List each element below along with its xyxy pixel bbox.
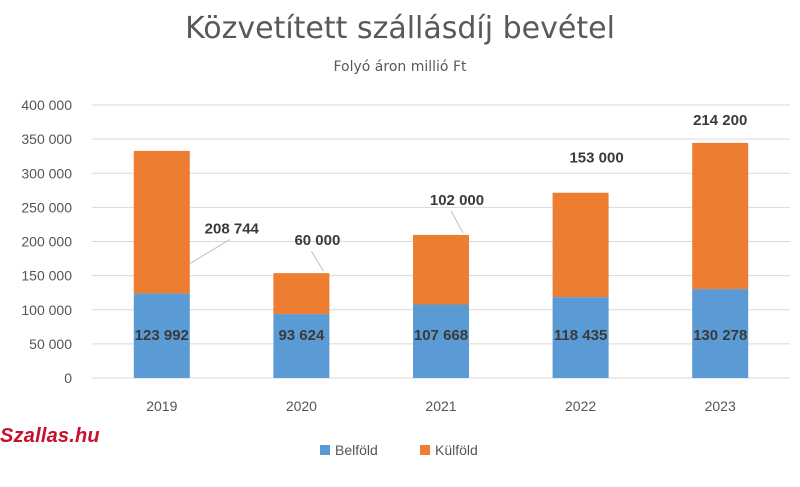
- leader-line: [450, 210, 464, 234]
- leader-lines: [189, 210, 464, 272]
- legend-swatch: [420, 445, 430, 455]
- x-axis-ticks: 2019 2020 2021 2022 2023: [146, 398, 736, 414]
- data-label-belfold: 107 668: [414, 327, 468, 344]
- legend-label: Belföld: [335, 442, 378, 458]
- bar-kulfold: [692, 142, 749, 290]
- bar-kulfold: [552, 192, 609, 298]
- y-tick-label: 50 000: [29, 336, 72, 352]
- brand-watermark: Szallas.hu: [0, 425, 100, 447]
- y-tick-label: 350 000: [21, 131, 72, 147]
- data-label-belfold: 93 624: [278, 327, 325, 344]
- bar-kulfold: [273, 273, 330, 315]
- data-label-kulfold: 214 200: [693, 112, 747, 129]
- y-axis-ticks: 0 50 000 100 000 150 000 200 000 250 000 300 0…: [21, 97, 72, 386]
- bar-belfold: [552, 297, 609, 378]
- y-tick-label: 250 000: [21, 199, 72, 215]
- legend-swatch: [320, 445, 330, 455]
- bar-belfold: [133, 293, 190, 378]
- data-label-kulfold: 60 000: [294, 232, 340, 249]
- y-tick-label: 300 000: [21, 165, 72, 181]
- y-tick-label: 0: [64, 370, 72, 386]
- x-tick-label: 2021: [425, 398, 456, 414]
- leader-line: [189, 239, 231, 264]
- legend-label: Külföld: [435, 442, 478, 458]
- x-tick-label: 2019: [146, 398, 177, 414]
- bar-belfold: [413, 304, 469, 378]
- legend: Belföld Külföld: [320, 442, 478, 458]
- chart-title: Közvetített szállásdíj bevétel: [185, 11, 615, 46]
- y-tick-label: 400 000: [21, 97, 72, 113]
- data-label-belfold: 118 435: [554, 327, 607, 344]
- bar-kulfold: [413, 234, 469, 305]
- bar-belfold: [273, 314, 330, 378]
- bar-belfold: [692, 289, 749, 378]
- data-label-belfold: 130 278: [693, 327, 747, 344]
- x-tick-label: 2022: [565, 398, 596, 414]
- data-labels: 123 992 208 744 93 624 60 000 107 668 102 000…: [135, 112, 748, 344]
- data-label-kulfold: 102 000: [430, 192, 484, 209]
- data-label-belfold: 123 992: [135, 327, 189, 344]
- chart-subtitle: Folyó áron millió Ft: [334, 59, 467, 75]
- y-tick-label: 150 000: [21, 268, 72, 284]
- bars: [133, 142, 749, 378]
- leader-line: [310, 250, 324, 272]
- data-label-kulfold: 208 744: [205, 221, 260, 238]
- y-tick-label: 200 000: [21, 234, 72, 250]
- data-label-kulfold: 153 000: [569, 150, 623, 167]
- x-tick-label: 2023: [705, 398, 736, 414]
- x-tick-label: 2020: [286, 398, 317, 414]
- y-tick-label: 100 000: [21, 302, 72, 318]
- bar-kulfold: [133, 150, 190, 294]
